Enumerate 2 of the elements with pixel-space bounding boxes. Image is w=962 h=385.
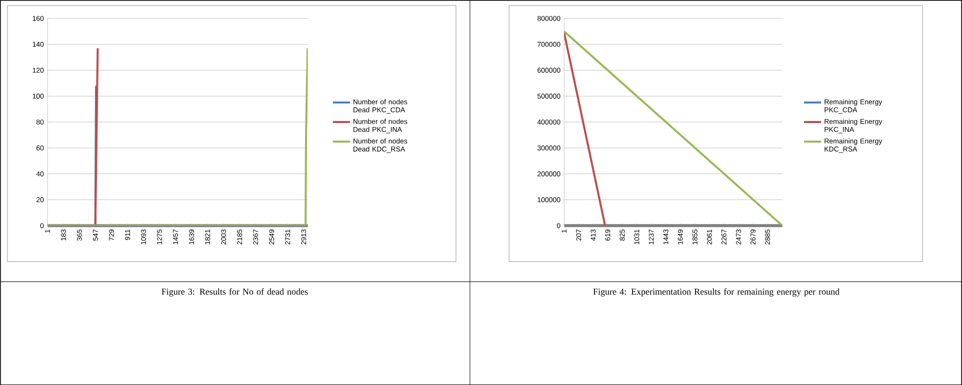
caption: Figure 4: Experimentation Results for remaining energy per round	[593, 288, 840, 296]
caption: Figure 3: Results for No of dead nodes	[162, 288, 308, 296]
